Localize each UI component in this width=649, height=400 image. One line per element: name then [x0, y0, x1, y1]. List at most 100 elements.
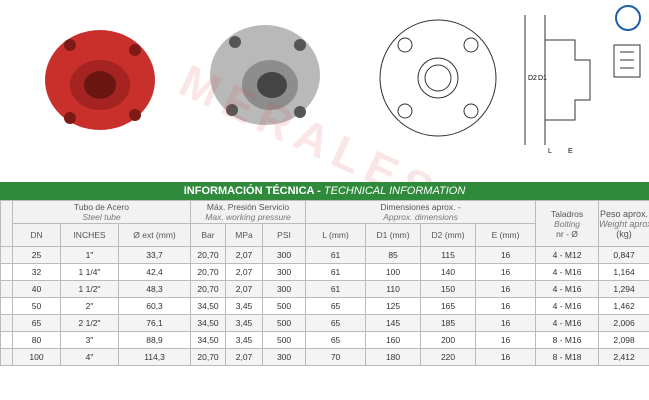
- column-header: MPa: [225, 223, 264, 247]
- title-en: TECHNICAL INFORMATION: [323, 185, 466, 197]
- cell: [0, 263, 13, 281]
- cell: 180: [365, 348, 422, 366]
- cell: [0, 297, 13, 315]
- cell: [0, 314, 13, 332]
- group-extra: nr - Ø: [556, 228, 578, 239]
- cell: 76,1: [117, 314, 192, 332]
- column-header: DN: [12, 223, 61, 247]
- cell: 3,45: [225, 297, 264, 315]
- cell: 0,847: [598, 246, 649, 264]
- cell: 34,50: [190, 331, 227, 349]
- cell: 150: [420, 280, 477, 298]
- column-header: Ø ext (mm): [117, 223, 192, 247]
- cell: 4": [60, 348, 119, 366]
- column-header: Bar: [190, 223, 227, 247]
- cell: 65: [305, 314, 367, 332]
- cell: 145: [365, 314, 422, 332]
- cell: 4 - M12: [535, 246, 600, 264]
- column-header: PSI: [262, 223, 307, 247]
- column-header: INCHES: [60, 223, 119, 247]
- cell: 4 - M16: [535, 280, 600, 298]
- cell: 65: [305, 297, 367, 315]
- data-row: 25 1" 33,7 20,70 2,07 300 61 85 115 16 4 - M12 0,84…: [0, 246, 649, 264]
- cell: 16: [475, 314, 537, 332]
- cell: 2 1/2": [60, 314, 119, 332]
- cell: 100: [365, 263, 422, 281]
- cell: [0, 331, 13, 349]
- group-en: Weight aprox.: [599, 218, 649, 229]
- cell: 500: [262, 297, 307, 315]
- cell: 4 - M16: [535, 263, 600, 281]
- drawing-label: E: [568, 148, 573, 155]
- cell: 3": [60, 331, 119, 349]
- group-en: Max. working pressure: [205, 212, 291, 222]
- cell: 115: [420, 246, 477, 264]
- header-row: DN INCHES Ø ext (mm) Bar MPa PSI L (mm) D1 (mm)…: [1, 223, 649, 247]
- cell: 80: [12, 331, 61, 349]
- cell: 20,70: [190, 348, 227, 366]
- cell: 60,3: [117, 297, 192, 315]
- cell: 500: [262, 314, 307, 332]
- cell: 114,3: [117, 348, 192, 366]
- cell: 8 - M16: [535, 331, 600, 349]
- cell: 4 - M16: [535, 314, 600, 332]
- cell: 61: [305, 280, 367, 298]
- group-es: Máx. Presión Servicio: [206, 202, 290, 212]
- cell: 1": [60, 246, 119, 264]
- group-extra: (kg): [616, 228, 632, 239]
- cell: 50: [12, 297, 61, 315]
- cell: 16: [475, 348, 537, 366]
- cell: 185: [420, 314, 477, 332]
- cell: 300: [262, 263, 307, 281]
- cell: 4 - M16: [535, 297, 600, 315]
- cell: 220: [420, 348, 477, 366]
- group-header: Taladros Bolting nr - Ø: [535, 200, 600, 247]
- cell: 2,07: [225, 263, 264, 281]
- cell: 140: [420, 263, 477, 281]
- group-es: Dimensiones aprox. -: [380, 202, 461, 212]
- group-en: Steel tube: [82, 212, 121, 222]
- drawing-label: L: [548, 148, 552, 155]
- cell: 61: [305, 263, 367, 281]
- header-row: Tubo de Acero Steel tube Máx. Presión Serv…: [0, 200, 649, 247]
- cell: 25: [12, 246, 61, 264]
- data-row: 32 1 1/4" 42,4 20,70 2,07 300 61 100 140 16 4 - M1…: [0, 263, 649, 281]
- cell: 2,07: [225, 280, 264, 298]
- cell: 100: [12, 348, 61, 366]
- cell: 20,70: [190, 280, 227, 298]
- cell: 16: [475, 280, 537, 298]
- cell: 300: [262, 348, 307, 366]
- cell: 88,9: [117, 331, 192, 349]
- column-header: L (mm): [305, 223, 367, 247]
- cell: 500: [262, 331, 307, 349]
- cell: 40: [12, 280, 61, 298]
- cell: 125: [365, 297, 422, 315]
- group-header: Tubo de Acero Steel tube: [11, 200, 192, 224]
- cell: 70: [305, 348, 367, 366]
- separator: -: [317, 185, 321, 197]
- cell: 34,50: [190, 314, 227, 332]
- group-en: Approx. dimensions: [383, 212, 458, 222]
- cell: 300: [262, 246, 307, 264]
- cell: 165: [420, 297, 477, 315]
- cell: 2,07: [225, 348, 264, 366]
- cell: 2,07: [225, 246, 264, 264]
- data-row: 40 1 1/2" 48,3 20,70 2,07 300 61 110 150 16 4 - M1…: [0, 280, 649, 298]
- cell: 160: [365, 331, 422, 349]
- data-row: 80 3" 88,9 34,50 3,45 500 65 160 200 16 8 - M16 2,0…: [0, 331, 649, 349]
- cell: 1,164: [598, 263, 649, 281]
- group-header: Peso aprox. Weight aprox. (kg): [598, 200, 649, 247]
- cell: 34,50: [190, 297, 227, 315]
- data-row: 50 2" 60,3 34,50 3,45 500 65 125 165 16 4 - M16 1,4…: [0, 297, 649, 315]
- group-en: Bolting: [554, 218, 581, 229]
- cell: 110: [365, 280, 422, 298]
- cell: 1,294: [598, 280, 649, 298]
- cell: 16: [475, 297, 537, 315]
- cell: 85: [365, 246, 422, 264]
- column-header: D2 (mm): [420, 223, 477, 247]
- cell: 300: [262, 280, 307, 298]
- cell: 200: [420, 331, 477, 349]
- group-es: Taladros: [550, 208, 584, 219]
- title: INFORMACIÓN TÉCNICA: [183, 185, 315, 197]
